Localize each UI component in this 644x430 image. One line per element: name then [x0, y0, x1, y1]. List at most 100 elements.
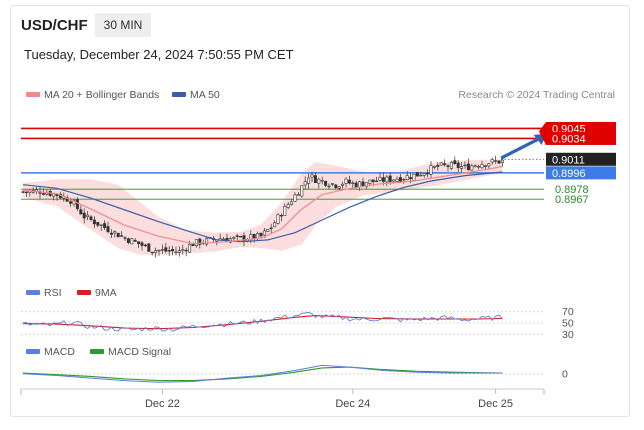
candle-body	[160, 249, 164, 251]
candle-body	[143, 244, 147, 247]
candle-body	[181, 249, 185, 252]
candle-body	[395, 178, 399, 182]
candle-body	[334, 184, 338, 188]
candle-body	[96, 221, 100, 226]
datetime-label: Tuesday, December 24, 2024 7:50:55 PM CE…	[24, 47, 294, 62]
candle-body	[412, 173, 416, 181]
candle-body	[439, 162, 443, 166]
legend-ma20-label: MA 20 + Bollinger Bands	[44, 89, 159, 101]
macd-panel: 0	[21, 364, 568, 383]
candle-body	[320, 180, 324, 182]
timeframe-badge[interactable]	[95, 13, 151, 37]
candle-body	[317, 178, 321, 184]
candle-body	[426, 172, 430, 175]
x-axis-tick-label: Dec 22	[145, 398, 180, 410]
rsi-ma-line	[22, 315, 503, 330]
candle-body	[123, 237, 127, 239]
candle-body	[41, 193, 45, 195]
candle-body	[293, 194, 297, 202]
copyright-label: Research © 2024 Trading Central	[458, 89, 615, 101]
candle-body	[259, 232, 263, 237]
candle-body	[429, 165, 433, 175]
candle-body	[392, 179, 396, 182]
candle-body	[99, 224, 103, 226]
candle-body	[269, 227, 273, 230]
price-tag-0.8996: 0.8996	[546, 166, 616, 180]
candle-body	[177, 250, 181, 253]
candle-body	[473, 165, 477, 168]
x-axis-tick-label: Dec 24	[335, 398, 370, 410]
legend-rsi-ma-label: 9MA	[95, 287, 117, 299]
candle-body	[103, 223, 107, 228]
candle-body	[436, 165, 440, 167]
legend-macd-signal-label: MACD Signal	[108, 346, 171, 358]
price-tag-label: 0.8996	[552, 168, 586, 180]
ma50-line	[22, 171, 503, 243]
candle-body	[171, 248, 175, 252]
candle-body	[378, 176, 382, 181]
candle-body	[92, 219, 96, 225]
candle-body	[341, 183, 345, 186]
candle-body	[313, 175, 317, 184]
legend-macd-signal-swatch	[90, 349, 104, 354]
symbol-title: USD/CHF	[21, 17, 88, 34]
candle-body	[324, 180, 328, 186]
candle-body	[381, 177, 385, 182]
candle-body	[303, 181, 307, 186]
price-tag-bg	[546, 152, 616, 166]
candle-body	[157, 249, 161, 252]
candle-body	[470, 165, 474, 171]
rsi-line	[22, 311, 503, 332]
candle-body	[133, 239, 137, 242]
candle-body	[188, 244, 192, 253]
rsi-tick-label: 70	[562, 306, 574, 318]
candle-body	[494, 160, 498, 162]
legend-rsi-ma-swatch	[77, 290, 91, 295]
x-axis-tick-label: Dec 25	[478, 398, 513, 410]
trend-arrow-shaft	[500, 136, 543, 160]
candle-body	[415, 172, 419, 177]
candle-body	[460, 166, 464, 169]
candle-body	[120, 235, 124, 237]
candle-body	[368, 179, 372, 184]
candle-body	[453, 160, 457, 164]
timeframe-label: 30 MIN	[104, 18, 143, 32]
candle-body	[371, 179, 375, 183]
candle-body	[385, 176, 389, 183]
candle-body	[262, 230, 266, 236]
price-tag-label: 0.8978	[555, 184, 589, 196]
price-tag-label: 0.8967	[555, 194, 589, 206]
candle-body	[89, 216, 93, 220]
macd-tick-label: 0	[562, 368, 568, 380]
candle-body	[235, 235, 239, 237]
candle-body	[337, 186, 341, 189]
price-tag-0.8978: 0.8978	[555, 184, 589, 196]
candle-body	[402, 178, 406, 181]
rsi-tick-label: 30	[562, 329, 574, 341]
candle-body	[358, 181, 362, 188]
candle-body	[194, 239, 198, 246]
candle-body	[398, 177, 402, 182]
candle-body	[307, 177, 311, 184]
candle-body	[375, 180, 379, 183]
resistance-tag-pointer	[539, 121, 546, 145]
candle-body	[239, 236, 243, 238]
candle-body	[82, 212, 86, 219]
candle-body	[466, 163, 470, 171]
price-tag-0.9011: 0.9011	[546, 152, 616, 166]
candle-body	[126, 238, 130, 243]
candle-body	[164, 247, 168, 252]
candle-body	[167, 250, 171, 252]
candle-body	[79, 209, 83, 215]
price-tag-bg	[546, 121, 616, 135]
candle-body	[463, 164, 467, 167]
candle-body	[456, 162, 460, 168]
legend-macd-label: MACD	[44, 346, 75, 358]
candle-body	[198, 238, 202, 245]
ma20-line	[22, 165, 503, 245]
candle-body	[296, 194, 300, 196]
candle-body	[405, 175, 409, 180]
candle-body	[137, 241, 141, 245]
candle-body	[276, 214, 280, 224]
